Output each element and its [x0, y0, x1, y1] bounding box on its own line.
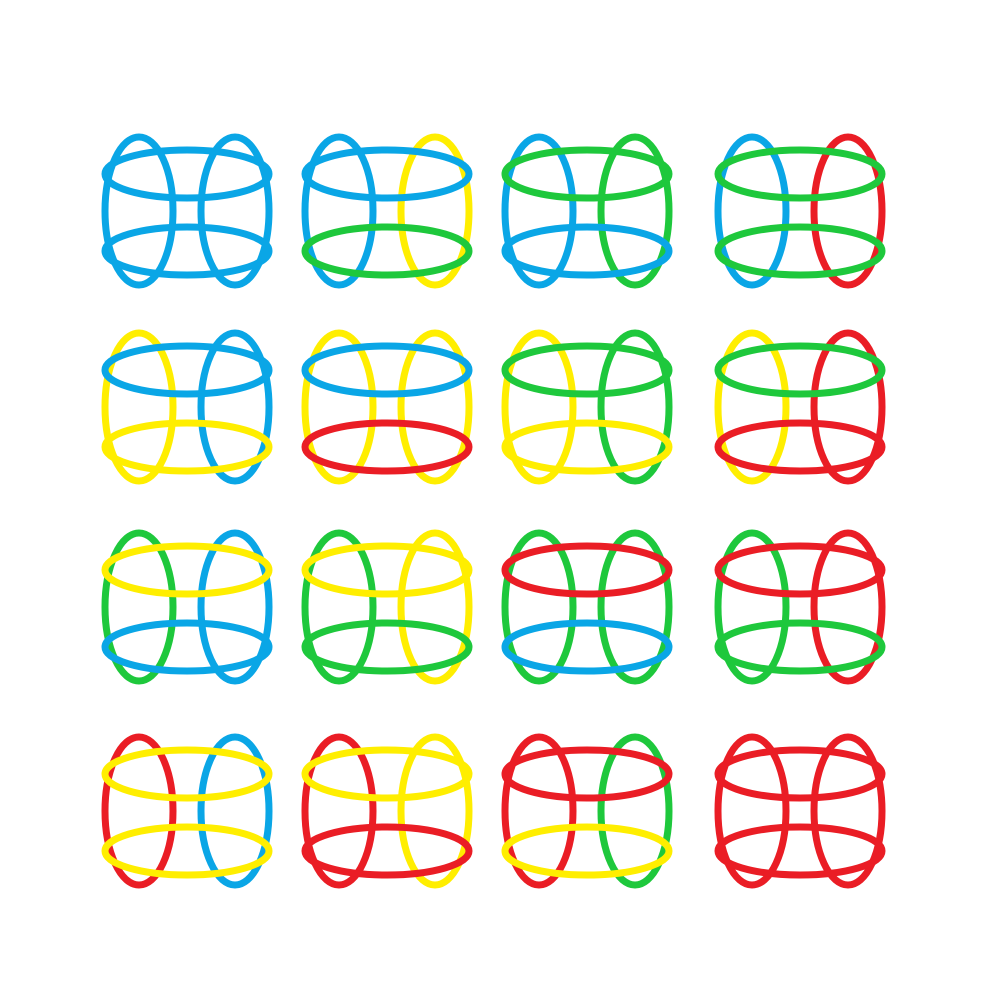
ring-figure-r2c4 — [714, 329, 886, 485]
left-ring — [101, 329, 177, 485]
left-ring — [714, 529, 790, 685]
top-ring — [501, 746, 673, 802]
left-ring — [301, 133, 377, 289]
ring-figure-r3c1 — [101, 529, 273, 685]
ring-figure-r4c3 — [501, 733, 673, 889]
left-ring — [101, 529, 177, 685]
bottom-ring — [501, 823, 673, 879]
bottom-ring — [501, 619, 673, 675]
left-ring — [101, 133, 177, 289]
ring-figure-r1c4 — [714, 133, 886, 289]
ring-figure-r3c2 — [301, 529, 473, 685]
bottom-ring — [501, 419, 673, 475]
right-ring — [197, 133, 273, 289]
ring-figure-r4c1 — [101, 733, 273, 889]
bottom-ring — [714, 419, 886, 475]
top-ring — [714, 342, 886, 398]
bottom-ring — [301, 823, 473, 879]
top-ring — [501, 342, 673, 398]
ring-figure-r2c3 — [501, 329, 673, 485]
right-ring — [597, 133, 673, 289]
left-ring — [301, 529, 377, 685]
right-ring — [397, 329, 473, 485]
ring-figure-r1c2 — [301, 133, 473, 289]
left-ring — [501, 733, 577, 889]
ring-figure-r2c1 — [101, 329, 273, 485]
right-ring — [810, 529, 886, 685]
right-ring — [597, 529, 673, 685]
top-ring — [501, 542, 673, 598]
top-ring — [101, 342, 273, 398]
ring-figure-r2c2 — [301, 329, 473, 485]
ring-figure-r1c1 — [101, 133, 273, 289]
bottom-ring — [714, 823, 886, 879]
right-ring — [810, 733, 886, 889]
top-ring — [501, 146, 673, 202]
top-ring — [301, 342, 473, 398]
left-ring — [501, 329, 577, 485]
right-ring — [397, 733, 473, 889]
bottom-ring — [101, 223, 273, 279]
bottom-ring — [101, 823, 273, 879]
bottom-ring — [714, 223, 886, 279]
figures-layer — [101, 133, 886, 889]
bottom-ring — [301, 223, 473, 279]
top-ring — [301, 146, 473, 202]
bottom-ring — [301, 419, 473, 475]
right-ring — [597, 329, 673, 485]
right-ring — [197, 329, 273, 485]
top-ring — [101, 146, 273, 202]
right-ring — [397, 529, 473, 685]
left-ring — [714, 133, 790, 289]
left-ring — [714, 733, 790, 889]
bottom-ring — [101, 419, 273, 475]
top-ring — [101, 542, 273, 598]
left-ring — [101, 733, 177, 889]
left-ring — [301, 733, 377, 889]
ring-figure-r4c4 — [714, 733, 886, 889]
bottom-ring — [501, 223, 673, 279]
ring-figure-r1c3 — [501, 133, 673, 289]
right-ring — [197, 529, 273, 685]
bottom-ring — [301, 619, 473, 675]
top-ring — [714, 146, 886, 202]
left-ring — [301, 329, 377, 485]
right-ring — [197, 733, 273, 889]
right-ring — [597, 733, 673, 889]
left-ring — [714, 329, 790, 485]
bottom-ring — [714, 619, 886, 675]
ring-figure-r3c3 — [501, 529, 673, 685]
top-ring — [301, 746, 473, 802]
left-ring — [501, 529, 577, 685]
top-ring — [301, 542, 473, 598]
right-ring — [397, 133, 473, 289]
top-ring — [101, 746, 273, 802]
ring-figure-r3c4 — [714, 529, 886, 685]
top-ring — [714, 542, 886, 598]
top-ring — [714, 746, 886, 802]
right-ring — [810, 133, 886, 289]
right-ring — [810, 329, 886, 485]
left-ring — [501, 133, 577, 289]
ring-figure-r4c2 — [301, 733, 473, 889]
bottom-ring — [101, 619, 273, 675]
